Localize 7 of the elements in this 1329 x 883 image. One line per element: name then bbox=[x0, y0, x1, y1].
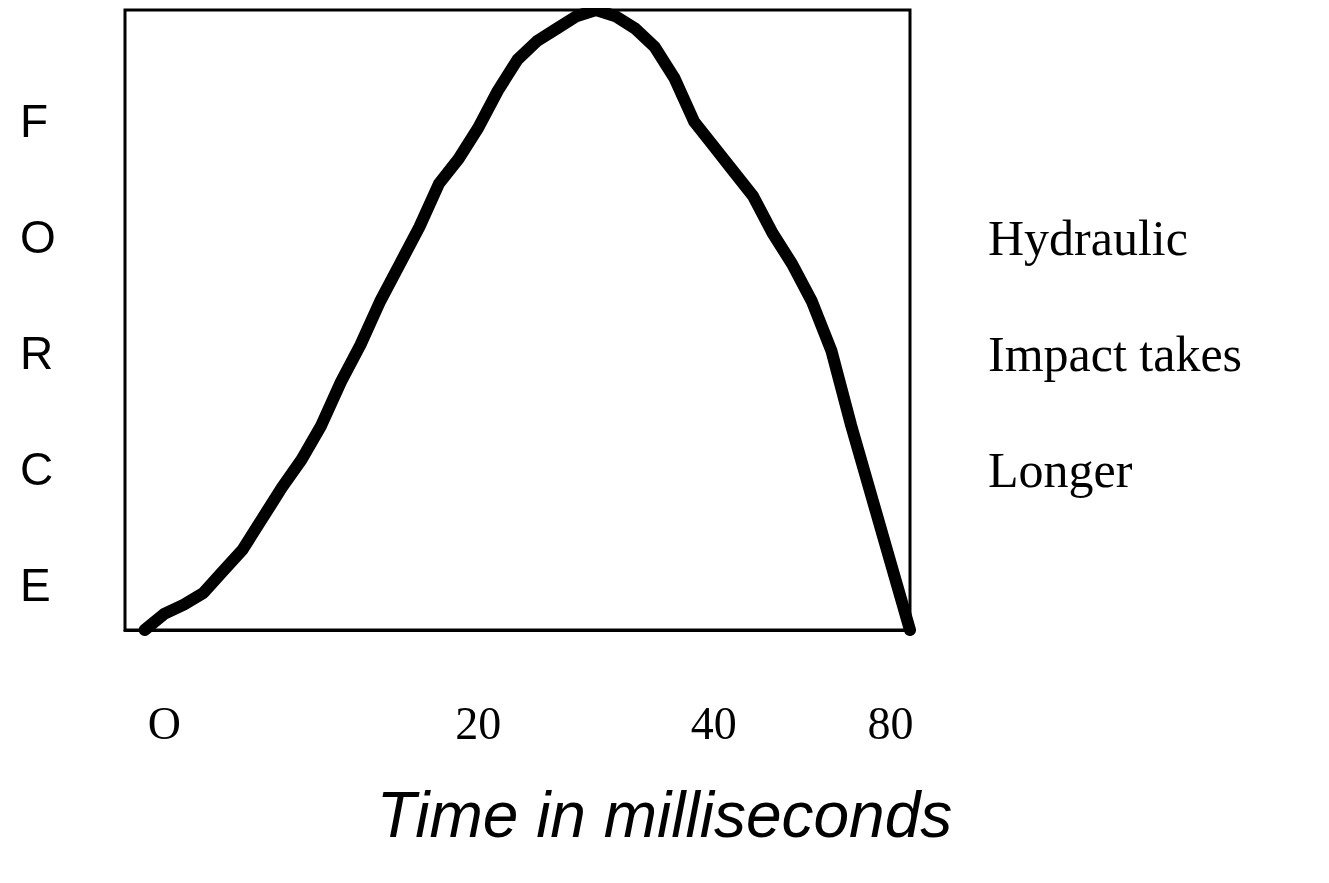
x-tick-label: 20 bbox=[455, 697, 502, 749]
x-tick-label: O bbox=[147, 697, 181, 749]
text: FORCE bbox=[20, 95, 56, 611]
x-tick-label: 80 bbox=[867, 697, 914, 749]
text: Hydraulic Impact takes Longer bbox=[988, 210, 1243, 498]
x-tick-label: 40 bbox=[690, 697, 737, 749]
x-axis-title: Time in milliseconds bbox=[376, 779, 953, 851]
